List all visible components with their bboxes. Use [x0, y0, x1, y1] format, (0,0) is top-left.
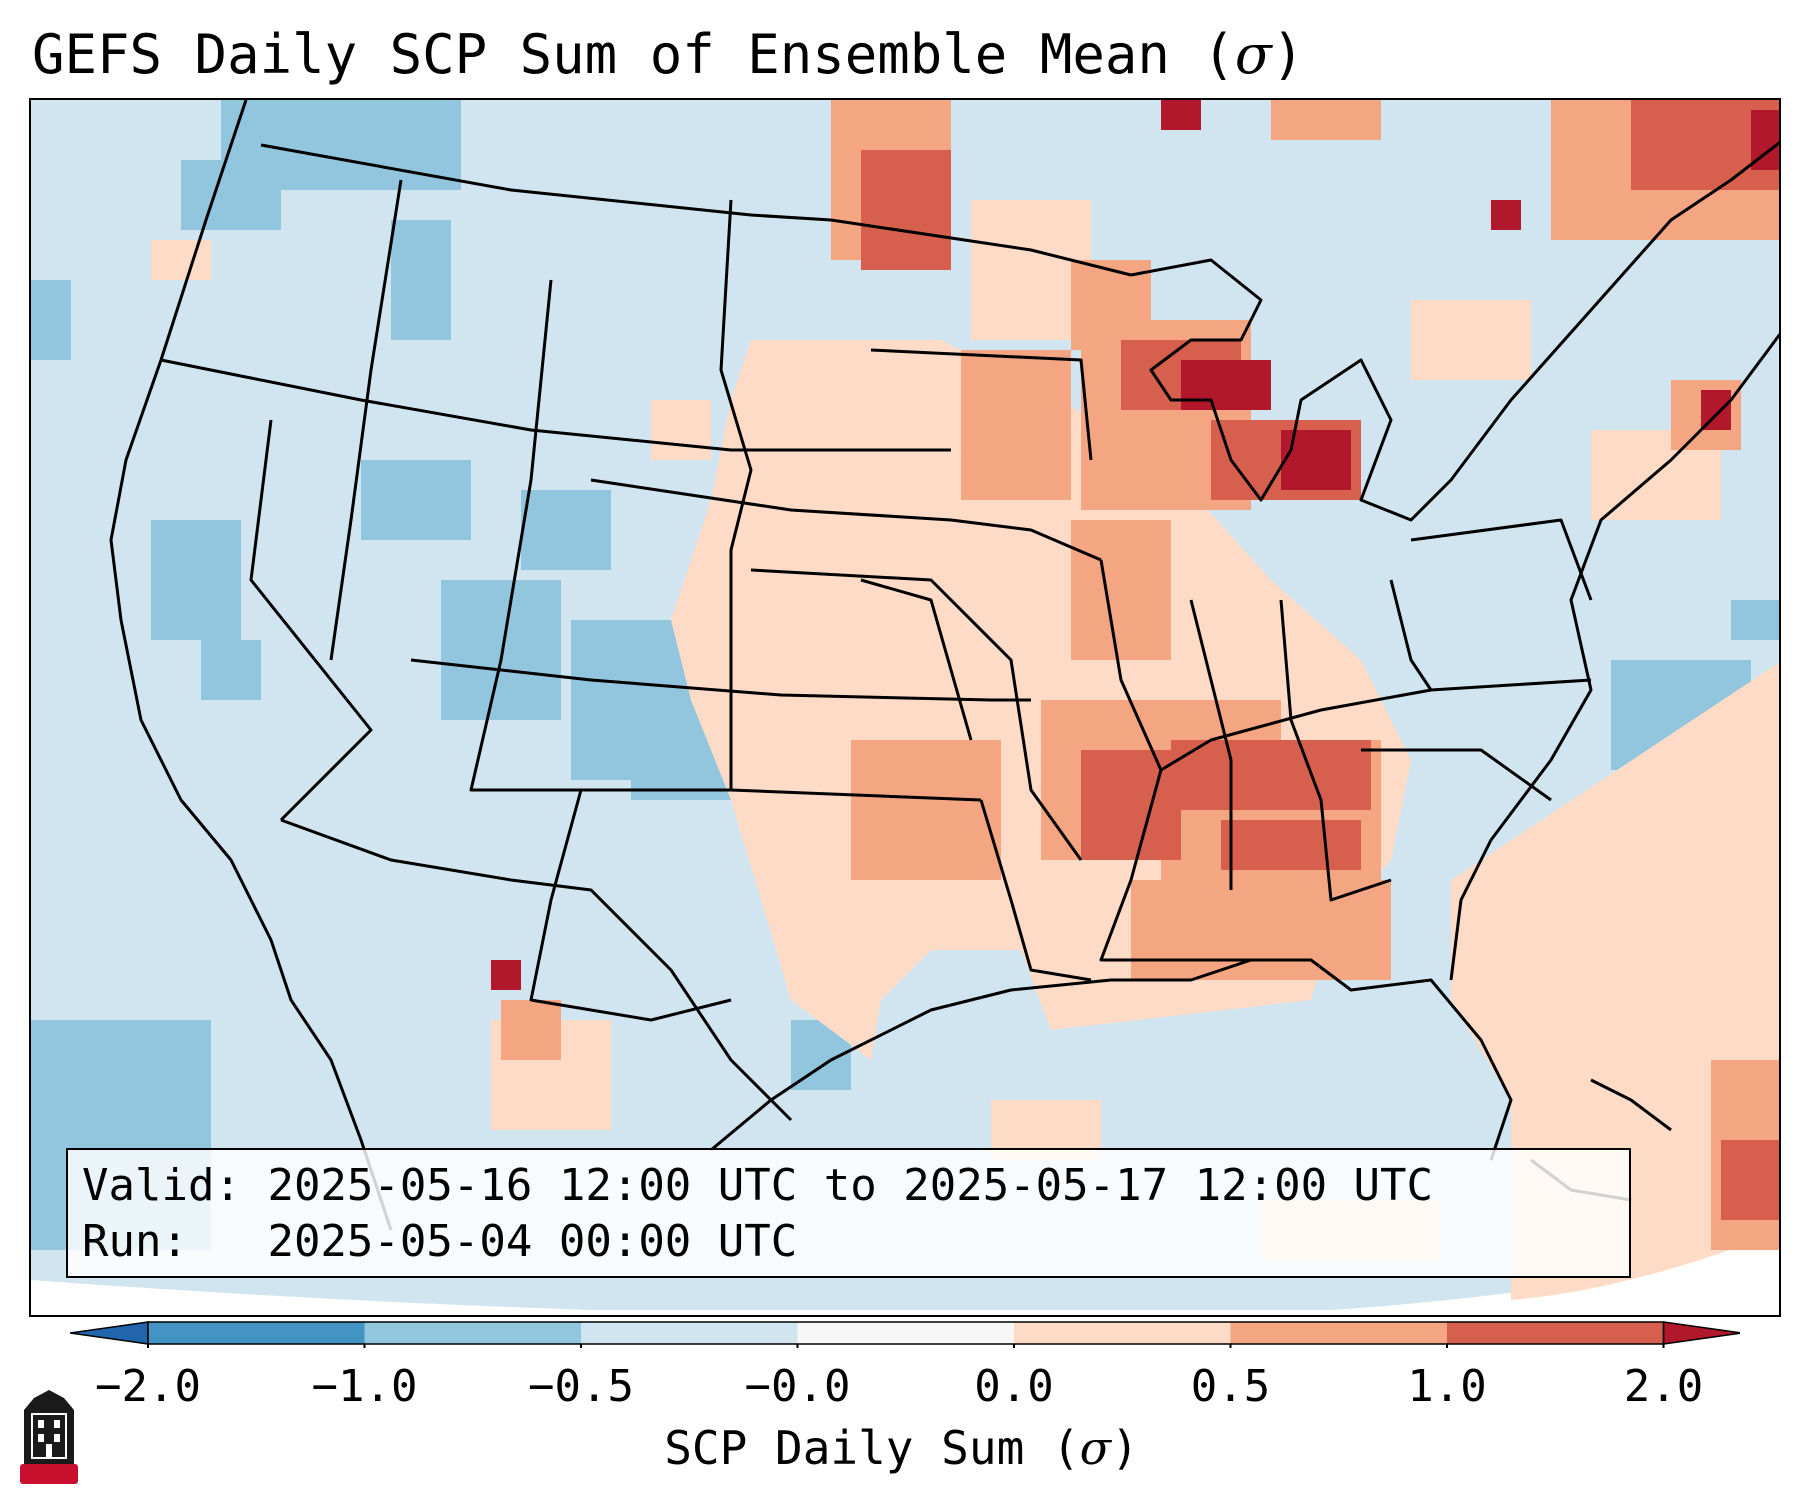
niu-logo-banner [20, 1464, 78, 1484]
colorbar-tick-label: −1.0 [311, 1361, 418, 1412]
colorbar-segment [1014, 1322, 1231, 1344]
state-line-8 [750, 568, 1083, 861]
us-canada-border [260, 143, 1132, 277]
state-line-19 [860, 578, 973, 741]
state-line-7 [410, 658, 1031, 702]
state-line-4 [469, 279, 982, 802]
colorbar-tick-label: 0.0 [974, 1361, 1054, 1412]
colorbar-segment [1447, 1322, 1664, 1344]
scp-map [31, 100, 1779, 1315]
colorbar-tick-label: 2.0 [1623, 1361, 1704, 1412]
colorbar [70, 1321, 1740, 1348]
state-line-16 [1389, 579, 1433, 691]
mexico-border [280, 818, 793, 1122]
state-line-14 [1279, 599, 1392, 902]
east-coast [1449, 332, 1779, 981]
great-lakes [1130, 141, 1779, 522]
chart-title: GEFS Daily SCP Sum of Ensemble Mean (σ) [32, 23, 1305, 86]
colorbar-label: SCP Daily Sum (σ) [664, 1421, 1139, 1475]
state-line-6 [590, 478, 1102, 562]
state-line-13 [1189, 599, 1233, 890]
valid-run-info-box: Valid: 2025-05-16 12:00 UTC to 2025-05-1… [66, 1148, 1631, 1278]
us-west-coast [109, 100, 393, 1231]
run-value: 2025-05-04 00:00 UTC [267, 1216, 798, 1267]
valid-value: 2025-05-16 12:00 UTC to 2025-05-17 12:00… [267, 1160, 1434, 1211]
colorbar-tick-label: 0.5 [1190, 1361, 1271, 1412]
colorbar-arrow-high [1662, 1321, 1740, 1345]
run-label: Run: [82, 1216, 188, 1267]
gulf-coast [710, 958, 1513, 1161]
colorbar-tick-label: 1.0 [1407, 1361, 1487, 1412]
extreme-positive-patches [491, 100, 1779, 990]
state-line-12 [1099, 769, 1301, 962]
state-line-2 [160, 358, 951, 452]
state-line-9 [529, 789, 732, 1022]
map-panel [29, 98, 1781, 1317]
colorbar-tick-label: −2.0 [95, 1361, 201, 1412]
state-line-17 [1410, 518, 1593, 601]
colorbar-segment [364, 1322, 581, 1344]
colorbar-arrow-low [70, 1321, 149, 1345]
colorbar-tick-label: −0.0 [744, 1361, 851, 1412]
state-line-10 [979, 799, 1092, 982]
state-line-1 [329, 179, 403, 661]
state-line-15 [1361, 748, 1552, 802]
colorbar-segment [797, 1322, 1014, 1344]
state-line-3 [249, 419, 373, 822]
map-domain-edge [31, 1280, 752, 1315]
colorbar-segment [148, 1322, 365, 1344]
negative-anomaly-patches [31, 100, 1779, 1250]
valid-label: Valid: [82, 1160, 241, 1211]
colorbar-segment [1230, 1322, 1447, 1344]
state-line-18 [870, 348, 1093, 461]
colorbar-tick-label: −0.5 [528, 1361, 634, 1412]
niu-logo [20, 1390, 78, 1484]
colorbar-outline [147, 1321, 1665, 1345]
colorbar-segment [581, 1322, 798, 1344]
state-line-5 [719, 199, 753, 790]
boundaries [109, 100, 1779, 1231]
